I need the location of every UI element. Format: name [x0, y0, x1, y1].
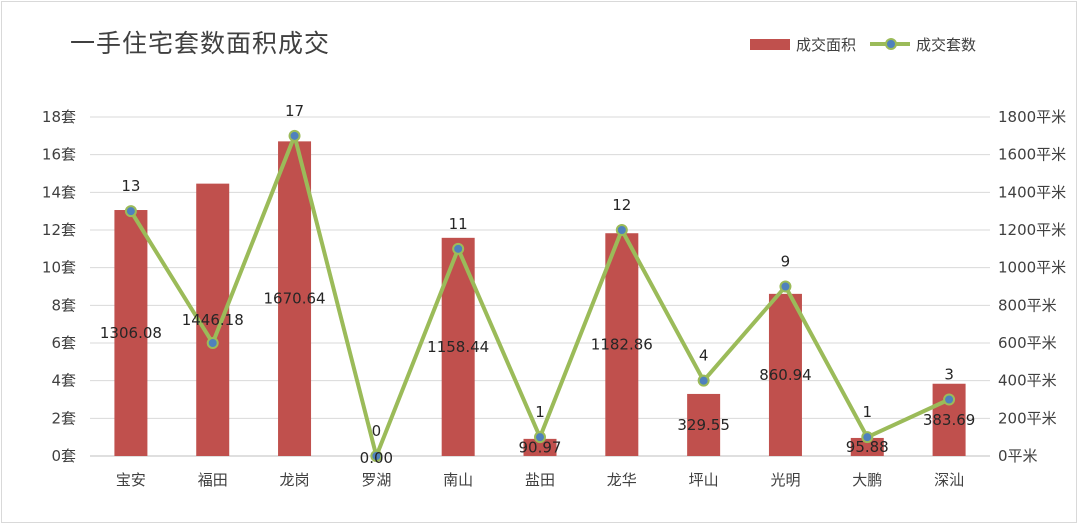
line-data-label: 0 — [372, 422, 382, 440]
x-tick-label: 福田 — [198, 471, 228, 489]
y-right-tick-label: 1400平米 — [998, 183, 1066, 201]
y-left-tick-label: 10套 — [42, 259, 76, 277]
line-data-label: 11 — [449, 215, 468, 233]
line-point — [124, 205, 137, 218]
bar-data-label: 95.88 — [846, 438, 889, 456]
line-point — [861, 431, 874, 444]
chart-title: 一手住宅套数面积成交 — [70, 29, 331, 58]
line-point — [370, 450, 383, 462]
x-tick-label: 大鹏 — [852, 471, 882, 489]
line-data-label: 1 — [862, 403, 872, 421]
y-right-tick-label: 200平米 — [998, 409, 1057, 427]
x-tick-label: 深汕 — [934, 471, 964, 489]
bar-data-label: 1306.08 — [100, 324, 162, 342]
bar-data-label: 1446.18 — [182, 311, 244, 329]
y-left-tick-label: 2套 — [51, 409, 76, 427]
x-tick-label: 龙岗 — [280, 471, 310, 489]
bar-data-label: 329.55 — [677, 416, 730, 434]
y-left-tick-label: 16套 — [42, 146, 76, 164]
line-point — [943, 393, 956, 406]
bar-data-label: 383.69 — [923, 411, 976, 429]
legend: 成交面积 成交套数 — [750, 34, 990, 54]
line-data-label: 12 — [612, 196, 631, 214]
line-point — [288, 129, 301, 142]
y-left-tick-label: 12套 — [42, 221, 76, 239]
line-point — [697, 374, 710, 387]
x-tick-label: 南山 — [443, 471, 473, 489]
y-right-tick-label: 600平米 — [998, 334, 1057, 352]
y-right-tick-label: 400平米 — [998, 372, 1057, 390]
bar — [278, 141, 312, 456]
legend-item-count: 成交套数 — [870, 34, 976, 55]
y-left-tick-label: 18套 — [42, 108, 76, 126]
y-left-tick-label: 14套 — [42, 183, 76, 201]
y-left-tick-label: 8套 — [51, 296, 76, 314]
legend-item-area: 成交面积 — [750, 34, 856, 55]
x-tick-label: 盐田 — [525, 471, 555, 489]
line-point — [452, 242, 465, 255]
line-data-label: 17 — [285, 102, 304, 120]
bar — [605, 233, 639, 456]
x-tick-label: 罗湖 — [361, 471, 391, 489]
line-point — [615, 224, 628, 236]
bar-data-label: 0.00 — [360, 449, 393, 467]
y-right-tick-label: 800平米 — [998, 296, 1057, 314]
x-tick-label: 龙华 — [607, 471, 637, 489]
x-tick-label: 宝安 — [116, 471, 146, 489]
line-point — [779, 280, 792, 293]
y-left-tick-label: 6套 — [51, 334, 76, 352]
y-left-tick-label: 0套 — [51, 447, 76, 465]
line-point — [534, 431, 546, 444]
y-right-tick-label: 0平米 — [998, 447, 1038, 465]
line-data-label: 1 — [535, 403, 545, 421]
y-right-tick-label: 1800平米 — [998, 108, 1066, 126]
line-data-label: 13 — [121, 177, 140, 195]
line-data-label: 4 — [699, 347, 709, 365]
bar — [768, 293, 802, 456]
bar-data-label: 1670.64 — [264, 290, 326, 308]
y-right-tick-label: 1000平米 — [998, 259, 1066, 277]
x-tick-label: 光明 — [770, 471, 800, 489]
line-data-label: 9 — [781, 253, 791, 271]
bar — [523, 438, 557, 456]
y-right-tick-label: 1200平米 — [998, 221, 1066, 239]
legend-label-area: 成交面积 — [796, 35, 857, 54]
bar-data-label: 1158.44 — [427, 338, 489, 356]
bar-data-label: 90.97 — [519, 438, 562, 456]
y-right-tick-label: 1600平米 — [998, 146, 1066, 164]
line-point — [206, 337, 219, 349]
y-left-tick-label: 4套 — [51, 372, 76, 390]
bar-data-label: 1182.86 — [591, 336, 653, 354]
bar-data-label: 860.94 — [759, 366, 812, 384]
legend-swatch-bar — [750, 38, 790, 50]
bar — [687, 393, 721, 456]
x-tick-label: 坪山 — [689, 471, 719, 489]
bar — [114, 210, 148, 456]
bar — [850, 437, 884, 456]
legend-swatch-line — [870, 38, 911, 50]
legend-label-count: 成交套数 — [916, 35, 977, 54]
line-data-label: 3 — [944, 366, 954, 384]
